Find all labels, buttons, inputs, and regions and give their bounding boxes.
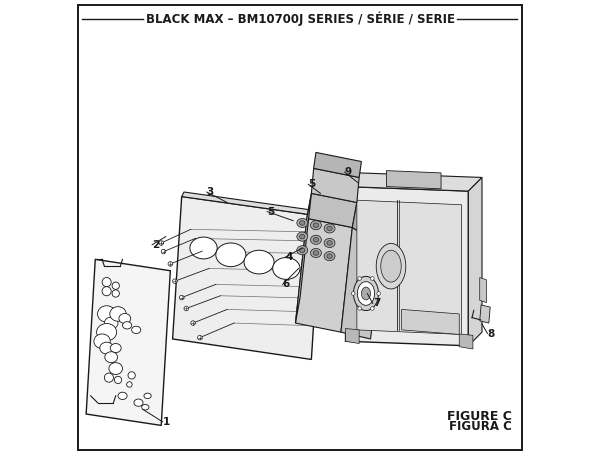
Text: 7: 7 (373, 298, 380, 308)
Ellipse shape (299, 234, 305, 239)
Ellipse shape (299, 248, 305, 253)
Polygon shape (346, 173, 482, 191)
Ellipse shape (313, 223, 319, 228)
Circle shape (191, 321, 196, 325)
Ellipse shape (327, 226, 332, 231)
Polygon shape (357, 200, 461, 334)
Text: 1: 1 (163, 417, 170, 427)
Ellipse shape (361, 287, 371, 300)
Ellipse shape (97, 324, 116, 341)
Ellipse shape (381, 250, 401, 282)
Text: 3: 3 (207, 187, 214, 197)
Ellipse shape (109, 363, 122, 374)
Ellipse shape (190, 237, 217, 259)
Text: 4: 4 (286, 252, 293, 262)
Polygon shape (480, 305, 490, 323)
Polygon shape (314, 152, 361, 177)
Ellipse shape (353, 276, 379, 311)
Ellipse shape (105, 352, 118, 363)
Ellipse shape (358, 282, 374, 305)
Polygon shape (352, 202, 384, 246)
Ellipse shape (313, 238, 319, 242)
Circle shape (161, 249, 166, 254)
Ellipse shape (131, 326, 141, 334)
Circle shape (102, 287, 111, 296)
Polygon shape (295, 218, 352, 332)
Polygon shape (459, 334, 473, 349)
Polygon shape (307, 193, 357, 228)
Ellipse shape (144, 393, 151, 399)
Circle shape (184, 306, 188, 311)
Circle shape (127, 382, 132, 387)
Ellipse shape (122, 322, 131, 329)
Polygon shape (182, 192, 323, 216)
Ellipse shape (142, 404, 149, 410)
Circle shape (352, 292, 355, 295)
Circle shape (173, 279, 177, 283)
Ellipse shape (310, 235, 322, 244)
Polygon shape (469, 177, 482, 346)
Ellipse shape (100, 342, 113, 354)
Text: 2: 2 (152, 240, 160, 250)
Ellipse shape (324, 224, 335, 233)
Ellipse shape (104, 317, 118, 329)
Ellipse shape (98, 306, 116, 322)
Circle shape (358, 307, 361, 310)
Ellipse shape (297, 232, 308, 241)
Circle shape (358, 277, 361, 280)
Circle shape (112, 290, 119, 297)
Polygon shape (173, 197, 320, 359)
Ellipse shape (216, 243, 246, 267)
Text: 5: 5 (267, 207, 274, 217)
Text: BLACK MAX – BM10700J SERIES / SÉRIE / SERIE: BLACK MAX – BM10700J SERIES / SÉRIE / SE… (146, 12, 455, 26)
Polygon shape (311, 168, 359, 202)
Polygon shape (480, 278, 487, 303)
Circle shape (179, 295, 184, 300)
Circle shape (168, 262, 173, 266)
Circle shape (371, 277, 374, 280)
Polygon shape (401, 309, 459, 334)
Polygon shape (295, 193, 311, 323)
Circle shape (104, 373, 113, 382)
Text: 8: 8 (487, 329, 495, 339)
Ellipse shape (134, 399, 143, 406)
Circle shape (112, 282, 119, 289)
Ellipse shape (244, 250, 274, 274)
Ellipse shape (324, 252, 335, 261)
Ellipse shape (313, 251, 319, 255)
Circle shape (159, 241, 164, 245)
Ellipse shape (299, 221, 305, 225)
Circle shape (102, 278, 111, 287)
Ellipse shape (110, 344, 121, 353)
Circle shape (371, 307, 374, 310)
Text: 9: 9 (344, 167, 352, 177)
Ellipse shape (297, 246, 308, 255)
Circle shape (128, 372, 135, 379)
Ellipse shape (119, 313, 131, 324)
Circle shape (377, 292, 380, 295)
Text: 6: 6 (283, 279, 290, 289)
Ellipse shape (310, 248, 322, 258)
Text: FIGURE C: FIGURE C (446, 410, 512, 423)
Ellipse shape (110, 307, 126, 321)
Polygon shape (86, 259, 170, 425)
Ellipse shape (297, 218, 308, 228)
Ellipse shape (273, 258, 300, 279)
Ellipse shape (376, 243, 406, 289)
Text: FIGURA C: FIGURA C (449, 420, 512, 433)
Polygon shape (346, 329, 359, 344)
Polygon shape (341, 228, 382, 339)
Ellipse shape (118, 392, 127, 399)
Text: 5: 5 (308, 179, 316, 189)
Polygon shape (386, 171, 441, 189)
Ellipse shape (94, 334, 110, 349)
Ellipse shape (310, 221, 322, 230)
Circle shape (197, 335, 202, 340)
Ellipse shape (301, 266, 322, 282)
Polygon shape (346, 187, 469, 346)
Circle shape (115, 376, 122, 384)
Ellipse shape (327, 254, 332, 258)
Ellipse shape (324, 238, 335, 248)
Ellipse shape (327, 241, 332, 245)
